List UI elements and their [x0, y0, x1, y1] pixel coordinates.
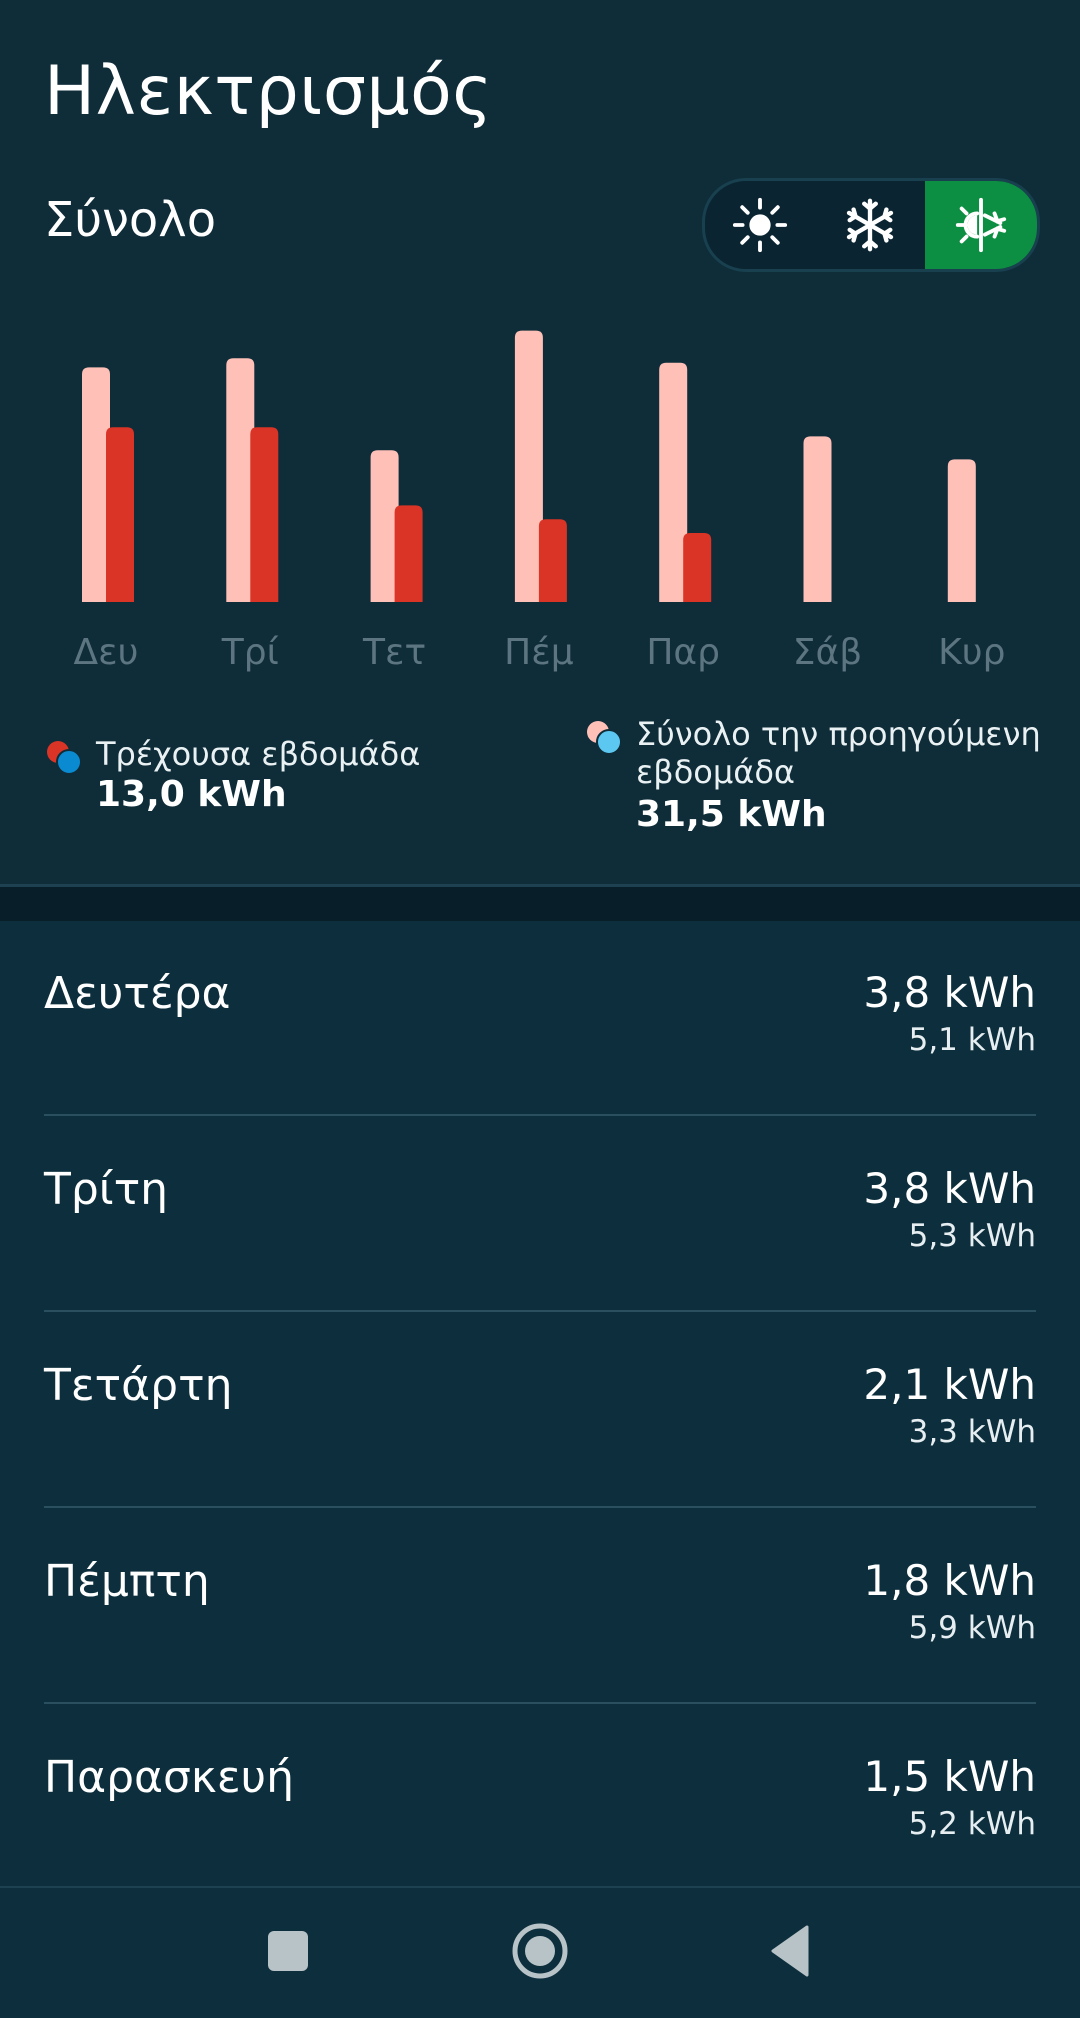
list-item-friday[interactable]: Παρασκευή 1,5 kWh 5,2 kWh — [44, 1702, 1036, 1898]
bar-previous-week — [82, 367, 110, 602]
x-tick-label: Τετ — [362, 632, 426, 673]
back-button[interactable] — [755, 1916, 825, 1986]
legend-current-value: 13,0 kWh — [96, 774, 287, 815]
bar-previous-week — [226, 358, 255, 602]
bar-current-week — [538, 519, 567, 602]
day-previous-value: 5,3 kWh — [908, 1218, 1036, 1254]
section-divider — [0, 884, 1080, 921]
x-tick-label: Πέμ — [504, 632, 574, 673]
bar-previous-week — [514, 330, 543, 602]
bar-previous-week — [659, 362, 688, 602]
day-current-value: 1,5 kWh — [863, 1752, 1036, 1801]
x-tick-label: Παρ — [646, 632, 720, 673]
x-tick-label: Τρί — [221, 632, 279, 673]
bar-current-week — [394, 505, 423, 602]
day-previous-value: 5,2 kWh — [908, 1806, 1036, 1842]
day-name: Δευτέρα — [44, 968, 231, 1019]
bar-previous-week — [370, 450, 399, 602]
legend-current-label: Τρέχουσα εβδομάδα — [96, 735, 421, 773]
sun-snowflake-icon — [955, 197, 1007, 253]
day-name: Τετάρτη — [44, 1360, 233, 1411]
legend-current-week: Τρέχουσα εβδομάδα 13,0 kWh — [44, 734, 544, 834]
day-current-value: 2,1 kWh — [863, 1360, 1036, 1409]
mode-cooling-button[interactable] — [815, 181, 925, 269]
home-button[interactable] — [505, 1916, 575, 1986]
bar-previous-week — [803, 436, 832, 602]
bar-current-week — [106, 427, 134, 602]
list-item-monday[interactable]: Δευτέρα 3,8 kWh 5,1 kWh — [44, 918, 1036, 1116]
x-tick-label: Δευ — [74, 632, 139, 673]
day-previous-value: 3,3 kWh — [908, 1414, 1036, 1450]
weekly-chart: Δευ Τρί Τετ Πέμ Παρ Σάβ Κυρ — [0, 300, 1080, 680]
recent-apps-button[interactable] — [253, 1916, 323, 1986]
list-item-thursday[interactable]: Πέμπτη 1,8 kWh 5,9 kWh — [44, 1506, 1036, 1704]
bar-current-week — [250, 427, 279, 602]
page-title: Ηλεκτρισμός — [44, 52, 493, 131]
day-previous-value: 5,9 kWh — [908, 1610, 1036, 1646]
back-icon — [771, 1925, 809, 1977]
list-item-tuesday[interactable]: Τρίτη 3,8 kWh 5,3 kWh — [44, 1114, 1036, 1312]
day-name: Παρασκευή — [44, 1752, 294, 1803]
legend-previous-label-line2: εβδομάδα — [636, 753, 795, 791]
day-name: Πέμπτη — [44, 1556, 210, 1607]
summary-panel: Ηλεκτρισμός Σύνολο — [0, 0, 1080, 884]
home-icon — [512, 1923, 568, 1979]
mode-toggle[interactable] — [702, 178, 1040, 272]
section-subtitle: Σύνολο — [44, 192, 217, 248]
mode-heating-button[interactable] — [705, 181, 815, 269]
system-nav-bar — [0, 1886, 1080, 2018]
day-current-value: 3,8 kWh — [863, 968, 1036, 1017]
legend-current-icon — [47, 741, 82, 775]
legend-previous-week: Σύνολο την προηγούμενη εβδομάδα 31,5 kWh — [584, 714, 1074, 844]
recent-apps-icon — [268, 1931, 308, 1971]
day-current-value: 1,8 kWh — [863, 1556, 1036, 1605]
weekly-chart-svg: Δευ Τρί Τετ Πέμ Παρ Σάβ Κυρ — [74, 330, 1005, 673]
x-tick-label: Κυρ — [938, 632, 1005, 673]
day-name: Τρίτη — [44, 1164, 169, 1215]
bar-current-week — [683, 533, 712, 602]
day-current-value: 3,8 kWh — [863, 1164, 1036, 1213]
bar-previous-week — [947, 459, 976, 602]
snowflake-icon — [846, 198, 894, 252]
sun-icon — [732, 197, 788, 253]
legend-previous-value: 31,5 kWh — [636, 794, 827, 835]
mode-total-button[interactable] — [925, 181, 1037, 269]
list-item-wednesday[interactable]: Τετάρτη 2,1 kWh 3,3 kWh — [44, 1310, 1036, 1508]
legend-previous-label-line1: Σύνολο την προηγούμενη — [636, 715, 1041, 753]
legend-previous-icon — [587, 721, 622, 755]
day-previous-value: 5,1 kWh — [908, 1022, 1036, 1058]
x-tick-label: Σάβ — [793, 632, 862, 673]
